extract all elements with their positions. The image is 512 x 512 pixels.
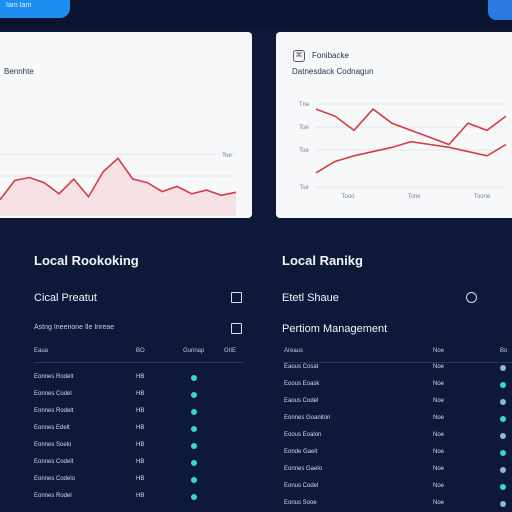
table-cell-value: Noe: [433, 500, 445, 506]
table-cell-name: Eonde Gaeit: [284, 449, 318, 455]
status-dot[interactable]: [500, 467, 506, 473]
app-icon[interactable]: [488, 0, 512, 20]
y-tick-label: Tne: [299, 102, 310, 108]
column-header: Noe: [433, 348, 445, 354]
note-text: Astng Ineenone Ile Inreae: [34, 324, 115, 331]
status-dot[interactable]: [191, 477, 197, 483]
y-tick-label: Toe: [222, 153, 232, 159]
table-cell-name: Eonnes Soelo: [34, 442, 72, 448]
left-chart-plot: TsooToesTaueToeToe: [0, 153, 237, 216]
status-dot[interactable]: [191, 443, 197, 449]
status-dot[interactable]: [500, 399, 506, 405]
status-dot[interactable]: [191, 375, 197, 381]
table-cell-code: HB: [136, 476, 145, 482]
table-cell-name: Eaous Codel: [284, 398, 319, 404]
table-cell-code: HB: [136, 425, 145, 431]
x-tick-label: Tooo: [341, 194, 355, 200]
table-cell-value: Noe: [433, 398, 445, 404]
column-header: Eaua: [34, 348, 49, 354]
table-cell-code: HB: [136, 493, 145, 499]
app-menu-button[interactable]: Iam Iam: [0, 0, 70, 18]
column-header: Gunnap: [183, 348, 205, 354]
table-cell-name: Eoous Eoask: [284, 381, 320, 387]
x-tick-label: Tone: [407, 194, 421, 200]
x-tick-label: Toone: [474, 194, 491, 200]
top-bar: Iam Iam: [0, 0, 512, 30]
status-dot[interactable]: [191, 460, 197, 466]
chart-icon: ⌘: [293, 50, 305, 62]
table-cell-code: HB: [136, 408, 145, 414]
status-dot[interactable]: [500, 484, 506, 490]
radio-button[interactable]: [466, 292, 477, 303]
subsection-title: Etetl Shaue: [282, 292, 339, 304]
status-dot[interactable]: [191, 409, 197, 415]
section-title: Local Ranikg: [282, 253, 363, 268]
table-cell-name: Eonnes Codel: [34, 391, 72, 397]
chart-card-left: Bennhte TsooToesTaueToeToe: [0, 32, 252, 218]
status-dot[interactable]: [191, 392, 197, 398]
table-cell-value: Noe: [433, 483, 445, 489]
chart-card-right: ⌘ Fonibacke Datnesdack Codnagun Tne Toe To…: [276, 32, 512, 218]
section-title: Local Rookoking: [34, 253, 139, 268]
table-cell-name: Eonus Sooe: [284, 500, 317, 506]
status-dot[interactable]: [500, 450, 506, 456]
y-tick-label: Toe: [299, 125, 309, 131]
chart-title: Bennhte: [4, 67, 34, 76]
table-cell-name: Eonus Codel: [284, 483, 319, 489]
column-header: Areaus: [284, 348, 304, 354]
status-dot[interactable]: [500, 365, 506, 371]
table-cell-value: Noe: [433, 381, 445, 387]
status-dot[interactable]: [500, 382, 506, 388]
table-cell-value: Noe: [433, 449, 445, 455]
series-line: [315, 108, 507, 146]
table-cell-name: Eonnes Codelo: [34, 476, 76, 482]
table-cell-name: Eaous Cosat: [284, 364, 319, 370]
table-cell-code: HB: [136, 391, 145, 397]
table-cell-name: Eonnes Edelt: [34, 425, 70, 431]
column-header: Bo: [500, 348, 508, 354]
y-tick-label: Toe: [299, 148, 309, 154]
status-dot[interactable]: [500, 501, 506, 507]
table-cell-name: Eonnes Gaelo: [284, 466, 323, 472]
status-dot[interactable]: [191, 494, 197, 500]
table-cell-value: Noe: [433, 466, 445, 472]
series-line: [315, 140, 507, 174]
chart-subtitle: Datnesdack Codnagun: [292, 67, 374, 76]
table-cell-name: Eonnes Rodel: [34, 493, 72, 499]
area-fill: [0, 158, 236, 216]
table-cell-name: Eonnes Goaniton: [284, 415, 331, 421]
table-cell-code: HB: [136, 459, 145, 465]
status-dot[interactable]: [500, 433, 506, 439]
series-line: [0, 157, 237, 201]
table-cell-code: HB: [136, 374, 145, 380]
checkbox[interactable]: [231, 323, 242, 334]
divider: [34, 362, 244, 363]
chart-title: Fonibacke: [312, 51, 349, 60]
table-cell-name: Eonnes Rodelt: [34, 408, 74, 414]
table-cell-name: Eoous Eoalon: [284, 432, 322, 438]
divider: [282, 362, 512, 363]
column-header: BO: [136, 348, 145, 354]
table-cell-value: Noe: [433, 432, 445, 438]
table-cell-value: Noe: [433, 364, 445, 370]
subsection-title: Cical Preatut: [34, 292, 97, 304]
right-chart-plot: Tne Toe Toe Tse Tooo Tone Toone: [299, 102, 507, 200]
column-header: GIIE: [224, 348, 237, 354]
status-dot[interactable]: [500, 416, 506, 422]
checkbox[interactable]: [231, 292, 242, 303]
table-cell-value: Noe: [433, 415, 445, 421]
table-cell-name: Eonnes Rodelt: [34, 374, 74, 380]
table-cell-name: Eonnes Codelt: [34, 459, 74, 465]
subsection-title: Pertiom Management: [282, 323, 388, 335]
status-dot[interactable]: [191, 426, 197, 432]
table-cell-code: HB: [136, 442, 145, 448]
y-tick-label: Tse: [299, 185, 309, 191]
